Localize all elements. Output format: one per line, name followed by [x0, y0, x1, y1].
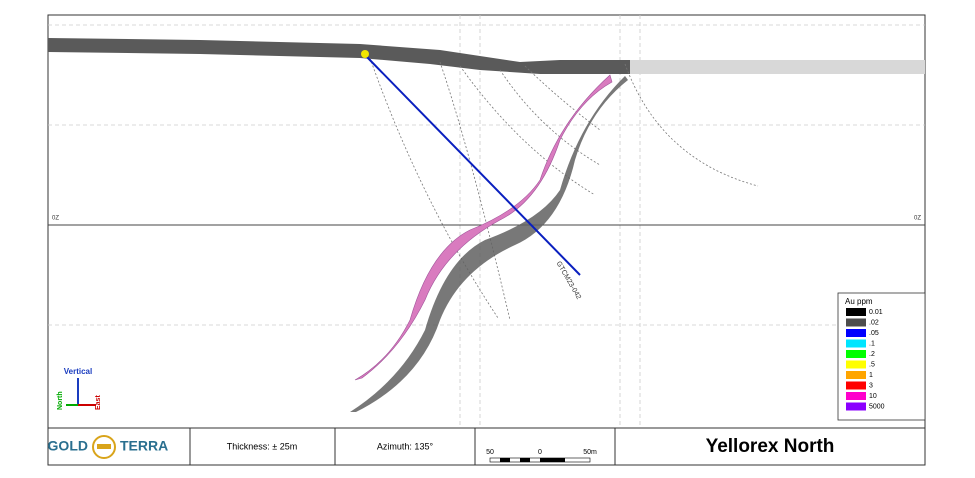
logo-text: GOLD: [48, 438, 88, 454]
scale-label: 0: [538, 449, 542, 456]
logo-mark: [97, 444, 111, 449]
legend-swatch: [846, 371, 866, 379]
legend-swatch: [846, 360, 866, 369]
legend-swatch: [846, 381, 866, 390]
level-label: 0Z: [914, 216, 921, 222]
level-label: 0Z: [52, 216, 59, 222]
legend-swatch: [846, 308, 866, 316]
axis-label: East: [95, 395, 102, 410]
legend-label: .02: [869, 319, 879, 326]
legend-swatch: [846, 392, 866, 400]
grid: [48, 15, 925, 428]
surface-fade: [630, 60, 925, 74]
legend-label: .5: [869, 361, 875, 368]
legend-swatch: [846, 402, 866, 411]
axis-label: North: [57, 391, 64, 410]
legend-title: Au ppm: [845, 297, 873, 306]
legend-swatch: [846, 339, 866, 348]
legend-label: .2: [869, 351, 875, 358]
legend-swatch: [846, 318, 866, 327]
collar: [361, 50, 369, 58]
footer: GOLD TERRA Thickness: ± 25m Azimuth: 135…: [48, 427, 925, 465]
legend-label: 1: [869, 372, 873, 379]
legend-label: 3: [869, 382, 873, 389]
vein-gray: [350, 76, 628, 412]
legend-swatch: [846, 350, 866, 358]
legend-label: 10: [869, 393, 877, 400]
scale-label: 50m: [583, 449, 597, 456]
figure-title: Yellorex North: [706, 436, 835, 457]
vein-pink: [354, 74, 613, 381]
legend-label: .05: [869, 330, 879, 337]
drill-traces: [369, 57, 759, 321]
azimuth: Azimuth: 135°: [377, 441, 434, 451]
axis-label: Vertical: [64, 367, 92, 376]
legend: Au ppm 0.01 .02 .05 .1 .2 .5 1 3 10 5000: [837, 292, 926, 421]
legend-label: 5000: [869, 403, 885, 410]
scale-label: 50: [486, 449, 494, 456]
thickness: Thickness: ± 25m: [227, 441, 297, 451]
legend-swatch: [846, 329, 866, 337]
legend-label: 0.01: [869, 309, 883, 316]
logo-mark: [92, 435, 116, 459]
logo-text: TERRA: [120, 438, 168, 454]
drill-hole: [364, 54, 581, 276]
legend-label: .1: [869, 340, 875, 347]
orientation: Vertical North East: [57, 367, 102, 410]
